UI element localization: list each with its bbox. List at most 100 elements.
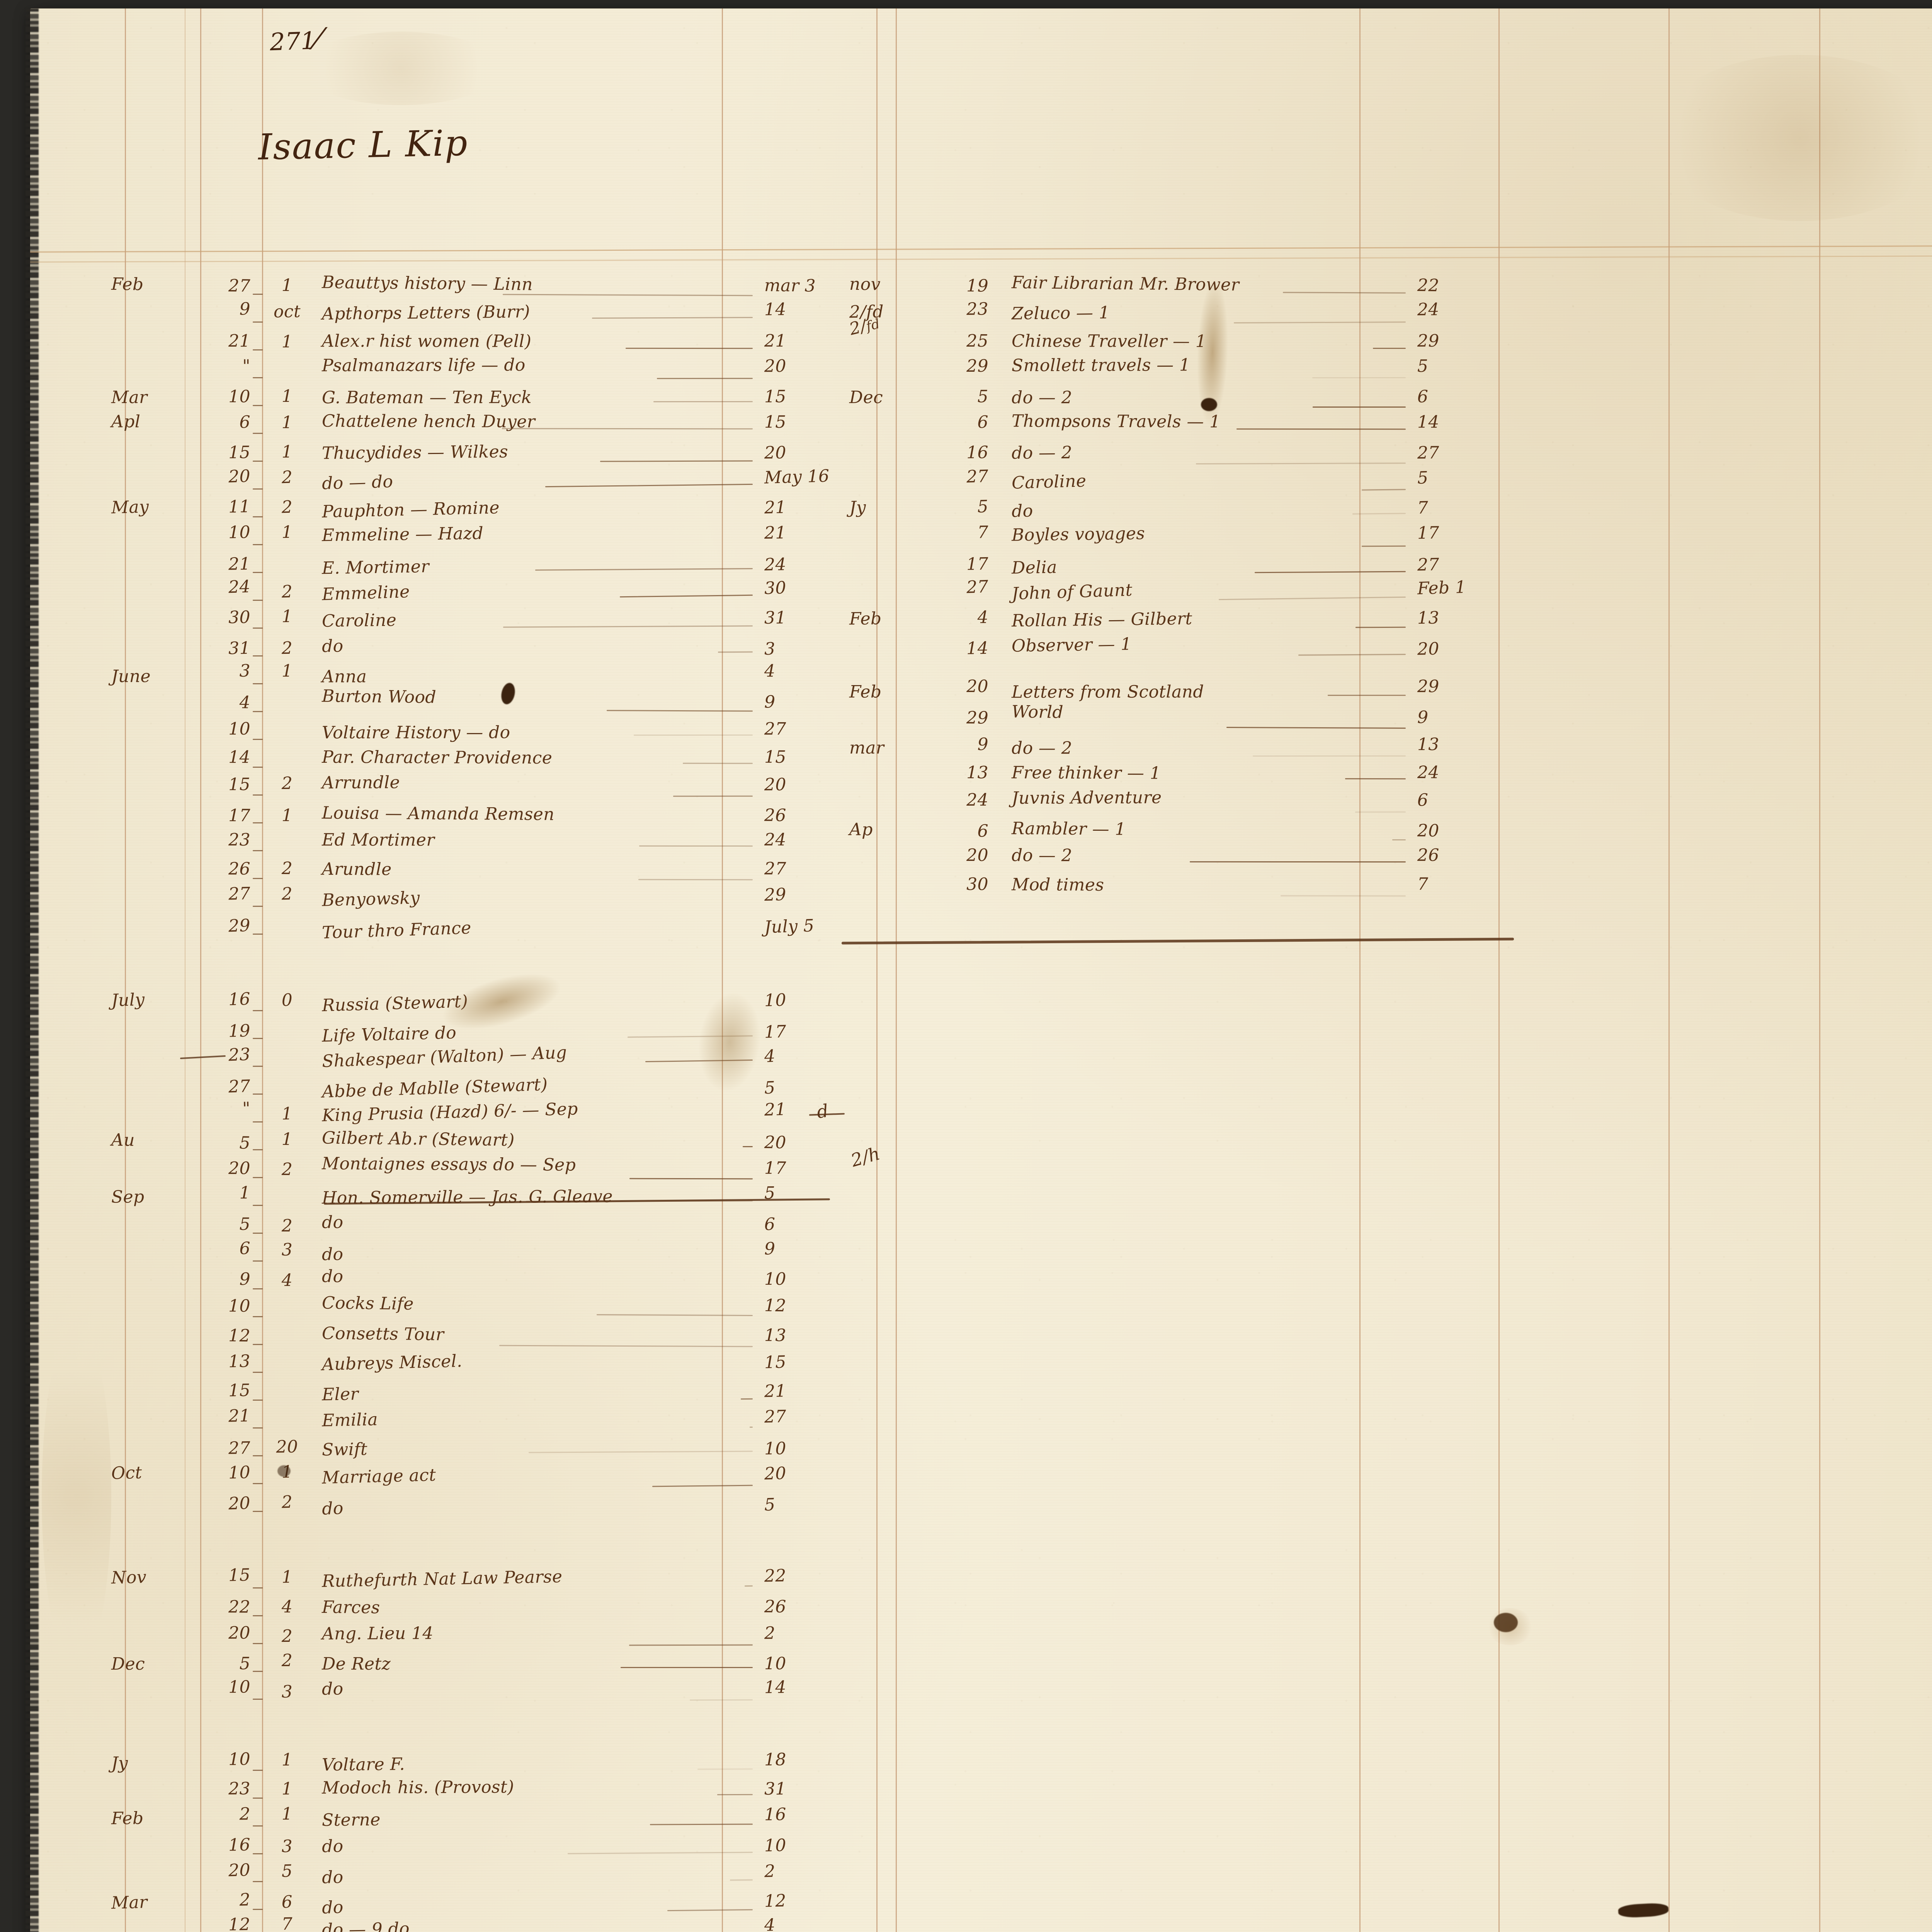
leader-line	[1312, 406, 1406, 408]
ledger-cell-volume-no: 2	[281, 638, 293, 658]
vertical-rule	[1819, 9, 1820, 1932]
ledger-cell-month	[111, 443, 192, 444]
day-dash	[253, 1149, 263, 1150]
ledger-cell-volume-no: 2	[281, 884, 293, 904]
ledger-row: Dec 5 2 De Retz 10	[111, 1651, 826, 1680]
ledger-cell-returned: 26	[764, 1597, 786, 1617]
ledger-cell-title: G. Bateman — Ten Eyck	[321, 387, 532, 408]
ledger-cell-returned: 27	[764, 1406, 787, 1427]
leader-line	[744, 1585, 753, 1587]
day-dash	[253, 1699, 263, 1700]
ledger-cell-title: Montaignes essays do — Sep	[321, 1153, 576, 1175]
ledger-cell-day: 12	[228, 1915, 251, 1932]
ledger-cell-returned: 21	[764, 1381, 787, 1401]
day-dash	[253, 1587, 263, 1588]
ledger-cell-day: 10	[228, 1296, 251, 1316]
ledger-row: 14 Observer — 1 20	[849, 634, 1506, 665]
ledger-cell-returned: 24	[764, 554, 787, 575]
day-dash	[253, 1066, 263, 1067]
ledger-cell-volume-no: 1	[281, 1750, 293, 1770]
ledger-cell-returned: 20	[764, 774, 786, 794]
ledger-row: 20 do — 2 26	[849, 845, 1506, 875]
ledger-cell-month: Dec	[849, 387, 883, 407]
ledger-cell-day: 6	[977, 412, 989, 432]
folio-number-text: 271	[269, 26, 316, 56]
ledger-block: Nov 15 1 Ruthefurth Nat Law Pearse 22 22 4 Farc…	[111, 1565, 826, 1708]
ledger-cell-title: Apthorps Letters (Burr)	[321, 301, 531, 324]
ledger-cell-returned: 6	[1417, 387, 1429, 407]
leader-line	[682, 762, 753, 764]
leader-line	[749, 1426, 753, 1428]
ledger-cell-returned: 21	[764, 331, 786, 351]
ledger-cell-volume-no	[266, 1020, 308, 1022]
ledger-cell-returned: 16	[764, 1804, 787, 1825]
ledger-cell-day: 5	[977, 497, 989, 517]
ledger-cell-day: "	[242, 356, 251, 376]
account-name: Isaac L Kip	[257, 122, 469, 168]
day-dash	[253, 1881, 263, 1882]
ledger-cell-returned: 13	[1417, 608, 1440, 628]
ledger-cell-volume-no: 1	[281, 1462, 293, 1482]
day-dash	[253, 1010, 263, 1011]
day-dash	[253, 1316, 263, 1317]
vertical-rule	[1359, 9, 1361, 1932]
ledger-cell-month: Jy	[111, 1753, 128, 1773]
ledger-cell-month: Apl	[111, 412, 141, 432]
ledger-cell-day: 22	[228, 1597, 251, 1617]
ledger-cell-month	[111, 556, 192, 557]
ledger-cell-returned: 30	[764, 578, 787, 599]
ledger-row: 9 4 do 10	[111, 1267, 826, 1298]
horizontal-rule	[30, 245, 1932, 253]
leader-line	[1236, 428, 1406, 430]
ledger-cell-day: 27	[966, 466, 989, 487]
day-dash	[253, 1233, 263, 1234]
ledger-cell-day: 11	[228, 496, 251, 517]
ledger-cell-returned: 14	[1417, 412, 1439, 432]
ledger-cell-month	[111, 1834, 192, 1836]
ledger-cell-returned: 17	[764, 1022, 787, 1042]
ledger-row: Mar 2 6 do 12	[111, 1890, 826, 1918]
ledger-row: 15 2 Arrundle 20	[111, 773, 826, 804]
ledger-cell-day: 9	[239, 299, 251, 319]
ledger-cell-day: 20	[228, 1493, 251, 1514]
ledger-cell-volume-no: 2	[281, 773, 293, 793]
ledger-cell-title: Modoch his. (Provost)	[321, 1777, 514, 1798]
ledger-cell-day: 21	[228, 1405, 251, 1426]
day-dash	[253, 1427, 263, 1429]
day-dash	[253, 794, 263, 796]
ledger-cell-returned: 22	[764, 1566, 787, 1586]
day-dash	[253, 1121, 263, 1122]
ledger-cell-title: Voltare F.	[321, 1754, 405, 1775]
ledger-cell-title: do	[321, 1679, 344, 1699]
leader-line	[1352, 513, 1406, 515]
ledger-cell-returned: 2	[764, 1861, 776, 1881]
ledger-row: 29 Smollett travels — 1 5	[849, 355, 1506, 386]
ledger-row: 27 Abbe de Mablle (Stewart) 5	[111, 1075, 826, 1103]
ledger-row: " 1 King Prusia (Hazd) 6/- — Sep 21	[111, 1099, 826, 1131]
ledger-cell-returned: mar 3	[764, 275, 816, 296]
day-dash	[253, 600, 263, 601]
ledger-row: 23 1 Modoch his. (Provost) 31	[111, 1777, 826, 1807]
ledger-cell-volume-no: 7	[281, 1914, 293, 1932]
ledger-cell-title: Louisa — Amanda Remsen	[321, 803, 555, 824]
ledger-cell-day: 1	[239, 1183, 251, 1203]
ledger-cell-month: Mar	[111, 387, 148, 407]
ledger-cell-day: 27	[228, 1438, 251, 1458]
ledger-cell-volume-no: 2	[281, 582, 293, 602]
ledger-cell-title: Anna	[321, 667, 367, 687]
ledger-cell-volume-no: 1	[281, 442, 293, 462]
ink-blot	[1618, 1902, 1669, 1918]
ledger-cell-day: 20	[228, 1860, 251, 1881]
leader-line	[656, 378, 753, 379]
ledger-row: 30 Mod times 7	[849, 874, 1506, 903]
ledger-cell-title: Eler	[321, 1384, 359, 1405]
ledger-cell-day: 26	[228, 859, 251, 879]
ledger-cell-returned: 7	[1417, 874, 1429, 894]
day-dash	[253, 850, 263, 851]
ledger-cell-returned: 29	[764, 884, 787, 905]
ledger-cell-month	[111, 1864, 192, 1866]
vertical-rule	[125, 9, 126, 1932]
ledger-row: 5 2 do 6	[111, 1212, 826, 1242]
ledger-cell-title: Gilbert Ab.r (Stewart)	[321, 1128, 515, 1150]
leader-line	[718, 651, 753, 653]
